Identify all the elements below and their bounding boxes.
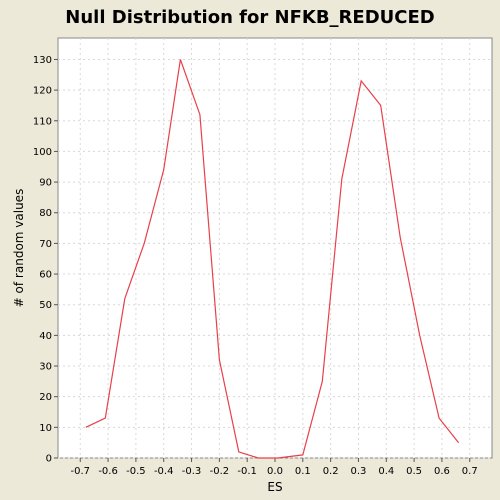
x-tick-label: 0.2 (323, 466, 339, 477)
y-tick-label: 120 (33, 86, 52, 97)
y-tick-label: 60 (39, 270, 52, 281)
y-tick-label: 10 (39, 423, 52, 434)
x-tick-label: 0.7 (462, 466, 478, 477)
series-layer (85, 59, 460, 459)
y-tick-label: 0 (46, 454, 52, 465)
x-tick-label: 0.1 (295, 466, 311, 477)
y-axis-title: # of random values (12, 189, 26, 308)
y-tick-label: 50 (39, 300, 52, 311)
x-tick-label: -0.4 (154, 466, 174, 477)
x-tick-label: -0.6 (98, 466, 118, 477)
y-tick-label: 40 (39, 331, 52, 342)
y-tick-label: 100 (33, 147, 52, 158)
x-tick-label: 0.0 (267, 466, 283, 477)
x-axis-title: ES (267, 480, 282, 494)
x-tick-label: -0.1 (237, 466, 257, 477)
y-tick-label: 20 (39, 392, 52, 403)
grid-lines (58, 38, 492, 459)
y-tick-label: 80 (39, 208, 52, 219)
x-tick-label: 0.6 (434, 466, 450, 477)
y-tick-label: 90 (39, 178, 52, 189)
y-tick-label: 110 (33, 116, 52, 127)
x-tick-label: -0.3 (182, 466, 202, 477)
y-tick-label: 70 (39, 239, 52, 250)
x-tick-label: 0.5 (406, 466, 422, 477)
x-tick-label: 0.3 (351, 466, 367, 477)
x-tick-label: -0.5 (126, 466, 146, 477)
series-line-0 (85, 59, 460, 459)
x-tick-label: -0.2 (210, 466, 230, 477)
x-tick-label: -0.7 (70, 466, 90, 477)
x-tick-label: 0.4 (378, 466, 394, 477)
y-tick-label: 130 (33, 55, 52, 66)
chart-title: Null Distribution for NFKB_REDUCED (65, 7, 434, 28)
y-tick-label: 30 (39, 362, 52, 373)
